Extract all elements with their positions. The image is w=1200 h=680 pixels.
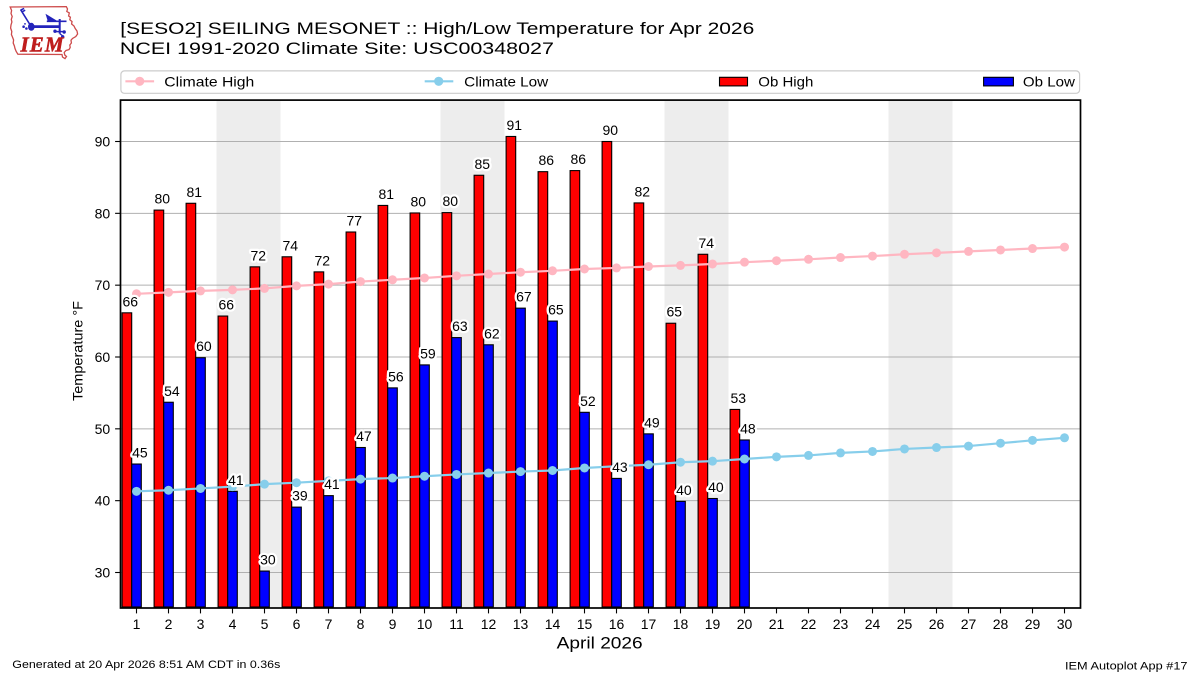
svg-text:80: 80	[443, 193, 459, 209]
svg-text:29: 29	[1025, 616, 1041, 632]
svg-text:18: 18	[673, 616, 689, 632]
svg-text:24: 24	[865, 616, 881, 632]
svg-text:45: 45	[132, 445, 148, 461]
svg-text:86: 86	[571, 151, 587, 167]
svg-text:80: 80	[411, 193, 427, 209]
svg-text:19: 19	[705, 616, 721, 632]
svg-text:81: 81	[379, 186, 395, 202]
svg-text:40: 40	[95, 493, 111, 509]
svg-text:74: 74	[283, 237, 299, 253]
svg-text:54: 54	[164, 383, 180, 399]
svg-text:5: 5	[261, 616, 269, 632]
svg-text:Climate Low: Climate Low	[464, 73, 549, 89]
svg-text:20: 20	[737, 616, 753, 632]
svg-text:7: 7	[325, 616, 333, 632]
svg-text:77: 77	[347, 213, 363, 229]
svg-text:Temperature °F: Temperature °F	[69, 301, 85, 401]
svg-text:86: 86	[539, 152, 555, 168]
svg-text:4: 4	[229, 616, 237, 632]
svg-text:48: 48	[740, 420, 756, 436]
svg-text:30: 30	[1057, 616, 1073, 632]
svg-text:Ob High: Ob High	[758, 73, 813, 89]
svg-text:6: 6	[293, 616, 301, 632]
svg-text:47: 47	[356, 428, 372, 444]
svg-text:25: 25	[897, 616, 913, 632]
svg-text:15: 15	[577, 616, 593, 632]
svg-text:NCEI 1991-2020 Climate Site: U: NCEI 1991-2020 Climate Site: USC00348027	[120, 39, 554, 58]
svg-text:56: 56	[388, 368, 404, 384]
svg-text:49: 49	[644, 414, 660, 430]
svg-text:IEM Autoplot App #17: IEM Autoplot App #17	[1065, 660, 1188, 672]
svg-text:70: 70	[95, 277, 111, 293]
svg-text:65: 65	[548, 302, 564, 318]
svg-text:50: 50	[95, 421, 111, 437]
svg-text:12: 12	[481, 616, 497, 632]
svg-text:67: 67	[516, 289, 532, 305]
svg-text:90: 90	[603, 122, 619, 138]
svg-text:40: 40	[708, 479, 724, 495]
svg-text:1: 1	[133, 616, 141, 632]
svg-text:91: 91	[507, 117, 523, 133]
svg-text:41: 41	[228, 472, 244, 488]
svg-text:Ob Low: Ob Low	[1023, 73, 1076, 89]
svg-text:80: 80	[95, 205, 111, 221]
svg-text:82: 82	[635, 183, 651, 199]
svg-text:52: 52	[580, 393, 596, 409]
svg-text:66: 66	[219, 297, 235, 313]
svg-text:59: 59	[420, 345, 436, 361]
svg-text:43: 43	[612, 459, 628, 475]
svg-text:16: 16	[609, 616, 625, 632]
svg-text:2: 2	[165, 616, 173, 632]
svg-text:IEM: IEM	[20, 32, 65, 56]
svg-text:Climate High: Climate High	[164, 73, 254, 89]
svg-text:60: 60	[196, 338, 212, 354]
svg-text:21: 21	[769, 616, 785, 632]
svg-text:85: 85	[475, 156, 491, 172]
svg-text:30: 30	[260, 552, 276, 568]
svg-text:81: 81	[187, 184, 203, 200]
svg-text:30: 30	[95, 565, 111, 581]
svg-text:72: 72	[251, 247, 267, 263]
svg-text:13: 13	[513, 616, 529, 632]
svg-text:9: 9	[389, 616, 397, 632]
svg-text:74: 74	[699, 235, 715, 251]
svg-text:27: 27	[961, 616, 977, 632]
svg-text:39: 39	[292, 488, 308, 504]
svg-text:53: 53	[731, 390, 747, 406]
svg-text:66: 66	[123, 293, 139, 309]
svg-text:April 2026: April 2026	[557, 633, 643, 652]
svg-text:41: 41	[324, 476, 340, 492]
svg-text:11: 11	[449, 616, 464, 632]
svg-text:28: 28	[993, 616, 1009, 632]
svg-text:63: 63	[452, 318, 468, 334]
svg-text:62: 62	[484, 325, 500, 341]
svg-text:65: 65	[667, 304, 683, 320]
svg-text:90: 90	[95, 134, 111, 150]
svg-text:Generated at 20 Apr 2026 8:51: Generated at 20 Apr 2026 8:51 AM CDT in …	[12, 659, 280, 671]
svg-text:3: 3	[197, 616, 205, 632]
svg-text:14: 14	[545, 616, 561, 632]
svg-text:17: 17	[641, 616, 657, 632]
svg-text:[SESO2] SEILING MESONET :: Hig: [SESO2] SEILING MESONET :: High/Low Temp…	[120, 19, 754, 38]
svg-text:80: 80	[155, 191, 171, 207]
svg-text:22: 22	[801, 616, 817, 632]
svg-text:8: 8	[357, 616, 365, 632]
svg-text:23: 23	[833, 616, 849, 632]
svg-text:60: 60	[95, 349, 111, 365]
svg-text:26: 26	[929, 616, 945, 632]
svg-text:40: 40	[676, 482, 692, 498]
svg-text:72: 72	[315, 252, 331, 268]
svg-text:10: 10	[417, 616, 433, 632]
